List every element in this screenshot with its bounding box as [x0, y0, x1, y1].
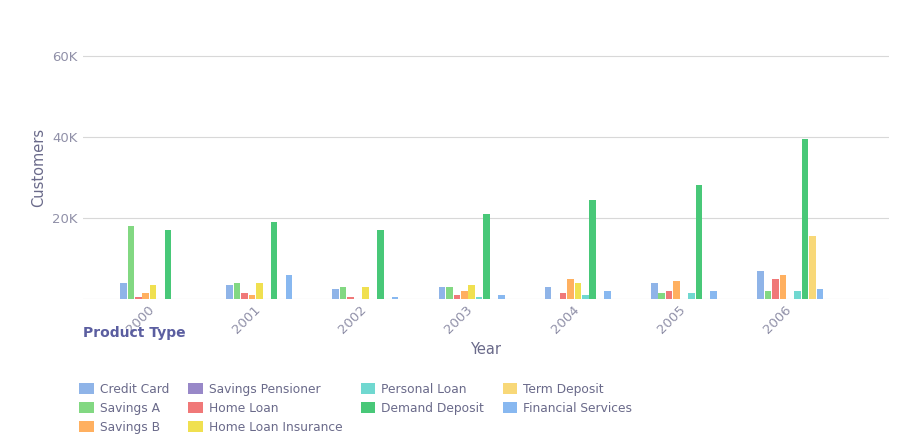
Bar	[454, 295, 460, 299]
Bar	[392, 297, 399, 299]
Bar	[817, 289, 823, 299]
Bar	[241, 293, 248, 299]
Bar	[779, 275, 786, 299]
Bar	[545, 287, 551, 299]
Y-axis label: Customers: Customers	[31, 128, 47, 207]
Bar	[377, 230, 383, 299]
Bar	[801, 139, 809, 299]
Bar	[575, 283, 581, 299]
Bar	[666, 291, 672, 299]
Bar	[340, 287, 347, 299]
Bar	[362, 287, 369, 299]
Bar	[696, 186, 702, 299]
Bar	[165, 230, 171, 299]
Bar	[120, 283, 127, 299]
Bar	[604, 291, 611, 299]
Text: Product Type: Product Type	[83, 326, 185, 340]
Bar	[688, 293, 695, 299]
Bar	[711, 291, 717, 299]
Bar	[765, 291, 771, 299]
Bar	[794, 291, 801, 299]
Bar	[673, 281, 679, 299]
Bar	[446, 287, 453, 299]
Bar	[757, 271, 764, 299]
Bar	[234, 283, 240, 299]
Bar	[226, 285, 233, 299]
Bar	[142, 293, 149, 299]
Bar	[582, 295, 589, 299]
Bar	[772, 279, 779, 299]
Bar	[333, 289, 339, 299]
Bar	[483, 214, 490, 299]
Bar	[498, 295, 504, 299]
Bar	[438, 287, 446, 299]
Bar	[658, 293, 665, 299]
Bar	[809, 236, 816, 299]
Bar	[127, 226, 134, 299]
Bar	[149, 285, 157, 299]
Bar	[249, 295, 255, 299]
Bar	[256, 283, 262, 299]
Bar	[286, 275, 293, 299]
Bar	[559, 293, 567, 299]
Bar	[271, 222, 278, 299]
Bar	[567, 279, 574, 299]
Legend: Credit Card, Savings A, Savings B, Savings Pensioner, Home Loan, Home Loan Insur: Credit Card, Savings A, Savings B, Savin…	[80, 383, 633, 434]
Bar	[461, 291, 468, 299]
Bar	[135, 297, 141, 299]
Bar	[590, 200, 596, 299]
X-axis label: Year: Year	[470, 342, 502, 357]
Bar	[469, 285, 475, 299]
Bar	[476, 297, 482, 299]
Bar	[651, 283, 657, 299]
Bar	[348, 297, 354, 299]
